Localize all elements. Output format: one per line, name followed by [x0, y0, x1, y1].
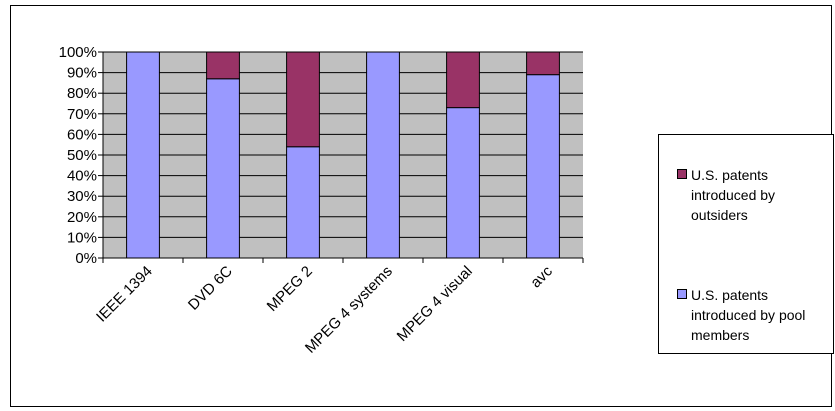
- y-tick-label: 0%: [75, 250, 97, 267]
- x-tick-label: MPEG 4 visual: [394, 263, 476, 345]
- y-tick-label: 50%: [67, 147, 97, 164]
- y-tick-label: 20%: [67, 209, 97, 226]
- y-tick-label: 70%: [67, 106, 97, 123]
- bar-segment-pool-members: [286, 146, 320, 259]
- bar-segment-outsiders: [526, 51, 560, 76]
- bar-segment-outsiders: [206, 51, 240, 80]
- y-tick-label: 100%: [59, 44, 97, 61]
- y-tick-label: 80%: [67, 85, 97, 102]
- y-tick-label: 10%: [67, 229, 97, 246]
- x-tick-label: MPEG 4 systems: [302, 263, 396, 357]
- x-tick-label: IEEE 1394: [93, 263, 156, 326]
- bar-segment-outsiders: [286, 51, 320, 148]
- grid-lines: [98, 51, 583, 259]
- y-tick-label: 60%: [67, 126, 97, 143]
- bar-segment-pool-members: [206, 78, 240, 259]
- x-tick-label: MPEG 2: [264, 263, 316, 315]
- bar-segment-pool-members: [366, 51, 400, 259]
- y-tick-labels: 0% 10% 20% 30% 40% 50% 60% 70% 80% 90% 100%: [59, 44, 97, 267]
- x-tick-label: DVD 6C: [185, 263, 236, 314]
- bar-segment-pool-members: [526, 74, 560, 259]
- x-tick-label: avc: [527, 262, 556, 291]
- y-tick-label: 40%: [67, 168, 97, 185]
- y-tick-label: 30%: [67, 188, 97, 205]
- bar-segment-pool-members: [446, 107, 480, 259]
- legend-label-pool-members: U.S. patents introduced by pool members: [691, 287, 806, 343]
- legend-swatch-outsiders: [677, 169, 687, 179]
- legend-swatch-pool-members: [677, 289, 687, 299]
- legend: U.S. patents introduced by outsiders U.S…: [658, 134, 834, 354]
- bar-segment-pool-members: [126, 51, 160, 259]
- axes: [102, 52, 584, 263]
- legend-label-outsiders: U.S. patents introduced by outsiders: [691, 167, 776, 223]
- y-tick-label: 90%: [67, 65, 97, 82]
- bar-segment-outsiders: [446, 51, 480, 109]
- bars: [126, 51, 560, 259]
